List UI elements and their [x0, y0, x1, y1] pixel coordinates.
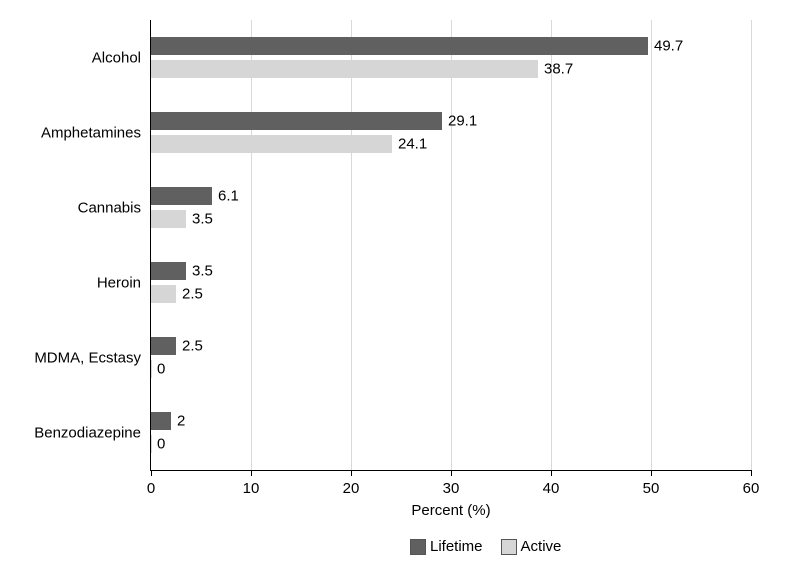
gridline — [551, 20, 552, 470]
gridline — [451, 20, 452, 470]
bar-active — [151, 210, 186, 228]
bar-value-label: 2.5 — [182, 338, 203, 355]
legend-swatch — [501, 539, 517, 555]
bar-value-label: 0 — [157, 360, 165, 377]
bar-active — [151, 135, 392, 153]
gridline — [251, 20, 252, 470]
x-tick-label: 0 — [147, 480, 155, 497]
x-tick-label: 10 — [243, 480, 260, 497]
legend-label: Lifetime — [430, 538, 483, 555]
bar-lifetime — [151, 112, 442, 130]
x-tick — [651, 470, 652, 476]
bar-value-label: 2.5 — [182, 285, 203, 302]
bar-value-label: 2 — [177, 413, 185, 430]
bar-value-label: 24.1 — [398, 135, 427, 152]
legend-swatch — [410, 539, 426, 555]
category-label: MDMA, Ecstasy — [34, 349, 141, 366]
x-tick-label: 20 — [343, 480, 360, 497]
bar-active — [151, 60, 538, 78]
x-tick-label: 40 — [543, 480, 560, 497]
x-tick-label: 30 — [443, 480, 460, 497]
gridline — [751, 20, 752, 470]
bar-value-label: 3.5 — [192, 210, 213, 227]
bar-active — [151, 435, 152, 453]
bar-lifetime — [151, 412, 171, 430]
category-label: Benzodiazepine — [34, 424, 141, 441]
chart-container: 0102030405060Alcohol49.738.7Amphetamines… — [0, 0, 800, 566]
gridline — [651, 20, 652, 470]
x-tick — [151, 470, 152, 476]
x-axis-title: Percent (%) — [411, 502, 490, 519]
category-label: Heroin — [97, 274, 141, 291]
bar-active — [151, 285, 176, 303]
gridline — [351, 20, 352, 470]
bar-lifetime — [151, 37, 648, 55]
bar-value-label: 49.7 — [654, 38, 683, 55]
bar-value-label: 3.5 — [192, 263, 213, 280]
bar-value-label: 0 — [157, 435, 165, 452]
x-tick — [251, 470, 252, 476]
plot-area: 0102030405060Alcohol49.738.7Amphetamines… — [150, 20, 751, 471]
legend-item: Active — [501, 538, 562, 555]
bar-value-label: 38.7 — [544, 60, 573, 77]
bar-lifetime — [151, 337, 176, 355]
x-tick-label: 60 — [743, 480, 760, 497]
x-tick — [551, 470, 552, 476]
x-tick — [351, 470, 352, 476]
x-tick-label: 50 — [643, 480, 660, 497]
category-label: Amphetamines — [41, 124, 141, 141]
legend-label: Active — [521, 538, 562, 555]
x-tick — [751, 470, 752, 476]
x-tick — [451, 470, 452, 476]
legend: Lifetime Active — [410, 538, 561, 555]
category-label: Cannabis — [78, 199, 141, 216]
bar-lifetime — [151, 187, 212, 205]
bar-lifetime — [151, 262, 186, 280]
bar-active — [151, 360, 152, 378]
legend-item: Lifetime — [410, 538, 483, 555]
category-label: Alcohol — [92, 49, 141, 66]
bar-value-label: 29.1 — [448, 113, 477, 130]
bar-value-label: 6.1 — [218, 188, 239, 205]
